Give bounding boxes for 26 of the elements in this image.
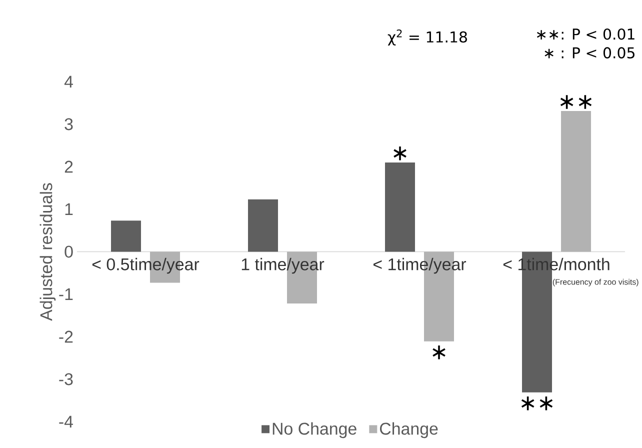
legend-label: Change — [380, 422, 438, 438]
y-tick-label: -2 — [59, 330, 73, 343]
y-tick-label: -3 — [59, 373, 73, 386]
bar — [561, 111, 592, 252]
y-tick-label: 0 — [64, 246, 73, 258]
text: ∗∗: P < 0.01 — [536, 28, 634, 40]
annotation: ∗∗ — [521, 396, 553, 410]
annotation: ∗ — [394, 146, 406, 160]
text: ∗ : P < 0.05 — [544, 47, 634, 58]
bar — [385, 162, 416, 252]
x-tick-label: < 0.5time/year — [92, 258, 200, 274]
bar — [248, 199, 278, 252]
x-tick-label: < 1time/year — [374, 258, 466, 274]
y-axis-title: Adjusted residuals — [40, 183, 56, 321]
x-tick-label: 1 time/year — [242, 258, 324, 274]
y-tick-label: 3 — [64, 118, 73, 130]
y-tick-label: -1 — [59, 288, 73, 300]
legend-label: No Change — [272, 422, 356, 438]
annotation: ∗ — [432, 346, 446, 360]
y-tick-label: -4 — [59, 416, 73, 428]
y-tick-label: 1 — [65, 203, 73, 216]
annotation: ∗∗ — [560, 95, 592, 109]
y-tick-label: 4 — [64, 76, 73, 88]
text: χ$^{2}$ = 11.18 — [388, 29, 467, 46]
y-tick-label: 2 — [64, 160, 73, 173]
bar — [111, 220, 141, 252]
